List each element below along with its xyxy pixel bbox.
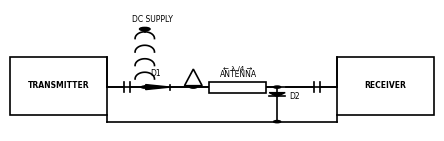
Text: TRANSMITTER: TRANSMITTER bbox=[28, 81, 90, 90]
Polygon shape bbox=[185, 69, 202, 86]
Polygon shape bbox=[269, 93, 285, 96]
Text: D2: D2 bbox=[289, 92, 300, 101]
Circle shape bbox=[141, 86, 148, 88]
Circle shape bbox=[190, 86, 197, 88]
Text: D1: D1 bbox=[151, 69, 161, 78]
Bar bbox=[209, 81, 266, 93]
Text: ← λ /4 →: ← λ /4 → bbox=[223, 66, 252, 72]
Circle shape bbox=[274, 86, 281, 88]
Text: RECEIVER: RECEIVER bbox=[365, 81, 406, 90]
Circle shape bbox=[139, 27, 150, 31]
FancyBboxPatch shape bbox=[337, 57, 434, 115]
Circle shape bbox=[274, 121, 281, 123]
Text: DC SUPPLY: DC SUPPLY bbox=[131, 15, 172, 24]
Polygon shape bbox=[146, 85, 170, 90]
Text: ANTENNA: ANTENNA bbox=[220, 70, 257, 79]
FancyBboxPatch shape bbox=[10, 57, 107, 115]
